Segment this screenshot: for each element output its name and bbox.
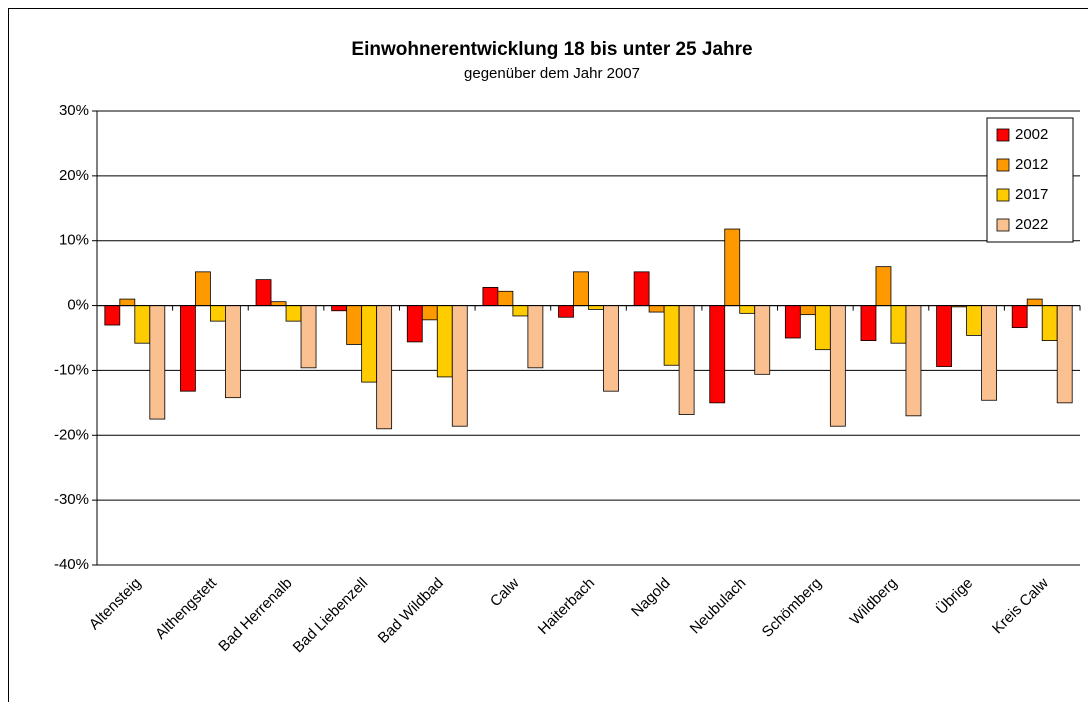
bar — [134, 305, 151, 344]
bar — [195, 271, 211, 306]
bar — [633, 271, 650, 306]
bar — [905, 305, 922, 417]
bar — [966, 305, 982, 336]
bar — [754, 305, 771, 375]
bar — [149, 305, 166, 420]
bar — [936, 305, 952, 367]
y-tick-label: 30% — [59, 102, 89, 119]
y-tick-label: -40% — [54, 556, 89, 573]
bar — [860, 305, 877, 341]
bar — [527, 305, 544, 369]
y-tick-label: 10% — [59, 232, 89, 249]
bar — [255, 279, 272, 306]
y-tick-label: 0% — [67, 297, 89, 314]
legend-label: 2012 — [1015, 156, 1048, 173]
bar — [739, 305, 756, 314]
bar — [1026, 298, 1043, 306]
bar — [331, 305, 348, 312]
y-tick-label: -20% — [54, 426, 89, 443]
chart-border — [8, 8, 1088, 702]
y-tick-label: -30% — [54, 491, 89, 508]
bar — [1011, 305, 1028, 329]
bar — [421, 305, 438, 321]
bar — [875, 266, 892, 306]
bar — [678, 305, 695, 415]
bar — [180, 305, 196, 392]
bar — [346, 305, 363, 345]
bar — [270, 301, 287, 306]
bar — [709, 305, 726, 404]
chart-title: Einwohnerentwicklung 18 bis unter 25 Jah… — [351, 39, 752, 60]
bar — [210, 305, 226, 322]
bar — [724, 228, 741, 306]
bar — [573, 271, 589, 306]
bar — [799, 305, 816, 316]
legend-swatch — [996, 188, 1010, 202]
bar — [603, 305, 619, 392]
bar — [890, 305, 907, 344]
legend-label: 2022 — [1015, 216, 1048, 233]
bar — [663, 305, 680, 366]
y-tick-label: -10% — [54, 361, 89, 378]
bar — [497, 290, 514, 306]
bar — [225, 305, 241, 399]
legend-label: 2017 — [1015, 186, 1048, 203]
bar — [104, 305, 121, 326]
bar — [784, 305, 801, 339]
bar — [814, 305, 831, 351]
bar — [648, 305, 665, 313]
bar — [829, 305, 846, 427]
bar — [376, 305, 393, 430]
bar — [512, 305, 529, 317]
bar — [285, 305, 302, 322]
bar — [558, 305, 574, 318]
bar — [1041, 305, 1058, 341]
bar — [361, 305, 378, 383]
bar — [451, 305, 468, 427]
bar — [406, 305, 423, 343]
bar — [1056, 305, 1073, 404]
legend-swatch — [996, 128, 1010, 142]
y-tick-label: 20% — [59, 167, 89, 184]
legend-label: 2002 — [1015, 126, 1048, 143]
bar — [300, 305, 317, 369]
bar — [588, 305, 604, 310]
bar — [119, 298, 136, 306]
legend-swatch — [996, 158, 1010, 172]
bar — [482, 287, 499, 306]
legend-swatch — [996, 218, 1010, 232]
bar — [981, 305, 997, 401]
bar — [436, 305, 453, 378]
chart-subtitle: gegenüber dem Jahr 2007 — [464, 65, 640, 82]
